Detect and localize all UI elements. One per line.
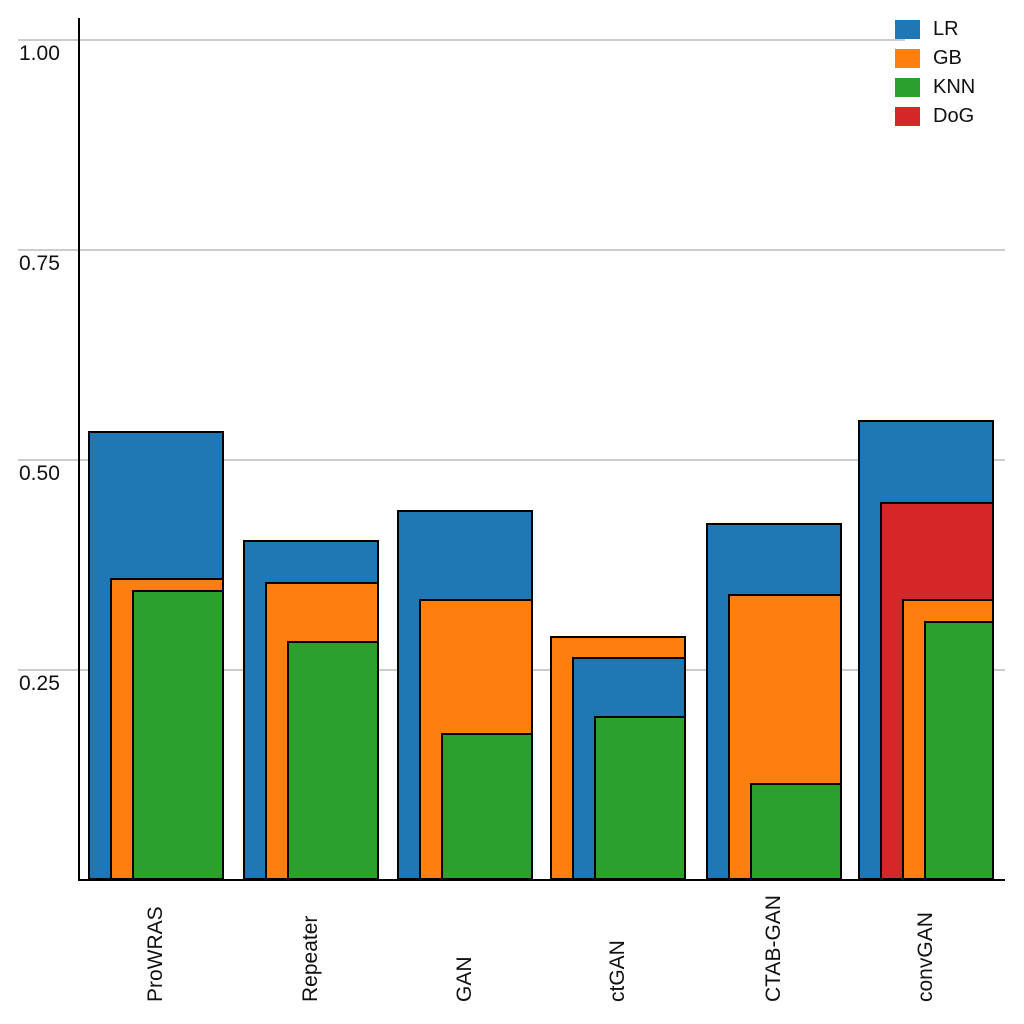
- y-axis-spine: [78, 18, 80, 881]
- bar-knn-convgan: [924, 621, 994, 880]
- legend-item-gb: GB: [895, 47, 1024, 69]
- legend-item-label: GB: [933, 47, 962, 69]
- legend: LR GB KNN DoG: [895, 14, 1024, 132]
- x-axis-category-label-prowras: ProWRAS: [144, 906, 167, 1002]
- y-gridline: [18, 459, 1005, 461]
- x-axis-category-label-gan: GAN: [453, 956, 476, 1002]
- y-axis-tick-label: 0.50: [19, 462, 60, 485]
- legend-swatch-dog: [895, 107, 920, 126]
- y-gridline: [18, 39, 1005, 41]
- legend-item-lr: LR: [895, 18, 1024, 40]
- legend-swatch-gb: [895, 49, 920, 68]
- bar-knn-prowras: [132, 590, 224, 880]
- legend-item-label: KNN: [933, 76, 976, 98]
- x-axis-spine: [78, 879, 1005, 881]
- x-axis-category-label-ctgan: ctGAN: [606, 940, 629, 1002]
- bar-knn-ctab-gan: [750, 783, 842, 880]
- x-axis-category-label-convgan: convGAN: [914, 912, 937, 1002]
- y-axis-tick-label: 0.75: [19, 252, 60, 275]
- x-axis-category-label-repeater: Repeater: [299, 915, 322, 1002]
- bar-knn-gan: [441, 733, 533, 880]
- y-axis-tick-label: 0.25: [19, 672, 60, 695]
- bar-knn-ctgan: [594, 716, 686, 880]
- legend-swatch-lr: [895, 20, 920, 39]
- legend-item-dog: DoG: [895, 105, 1024, 127]
- bar-knn-repeater: [287, 640, 379, 880]
- legend-item-label: LR: [933, 18, 959, 40]
- legend-item-knn: KNN: [895, 76, 1024, 98]
- legend-swatch-knn: [895, 78, 920, 97]
- legend-item-label: DoG: [933, 105, 975, 127]
- y-axis-tick-label: 1.00: [19, 42, 60, 65]
- y-gridline: [18, 249, 1005, 251]
- x-axis-category-label-ctab-gan: CTAB-GAN: [762, 895, 785, 1002]
